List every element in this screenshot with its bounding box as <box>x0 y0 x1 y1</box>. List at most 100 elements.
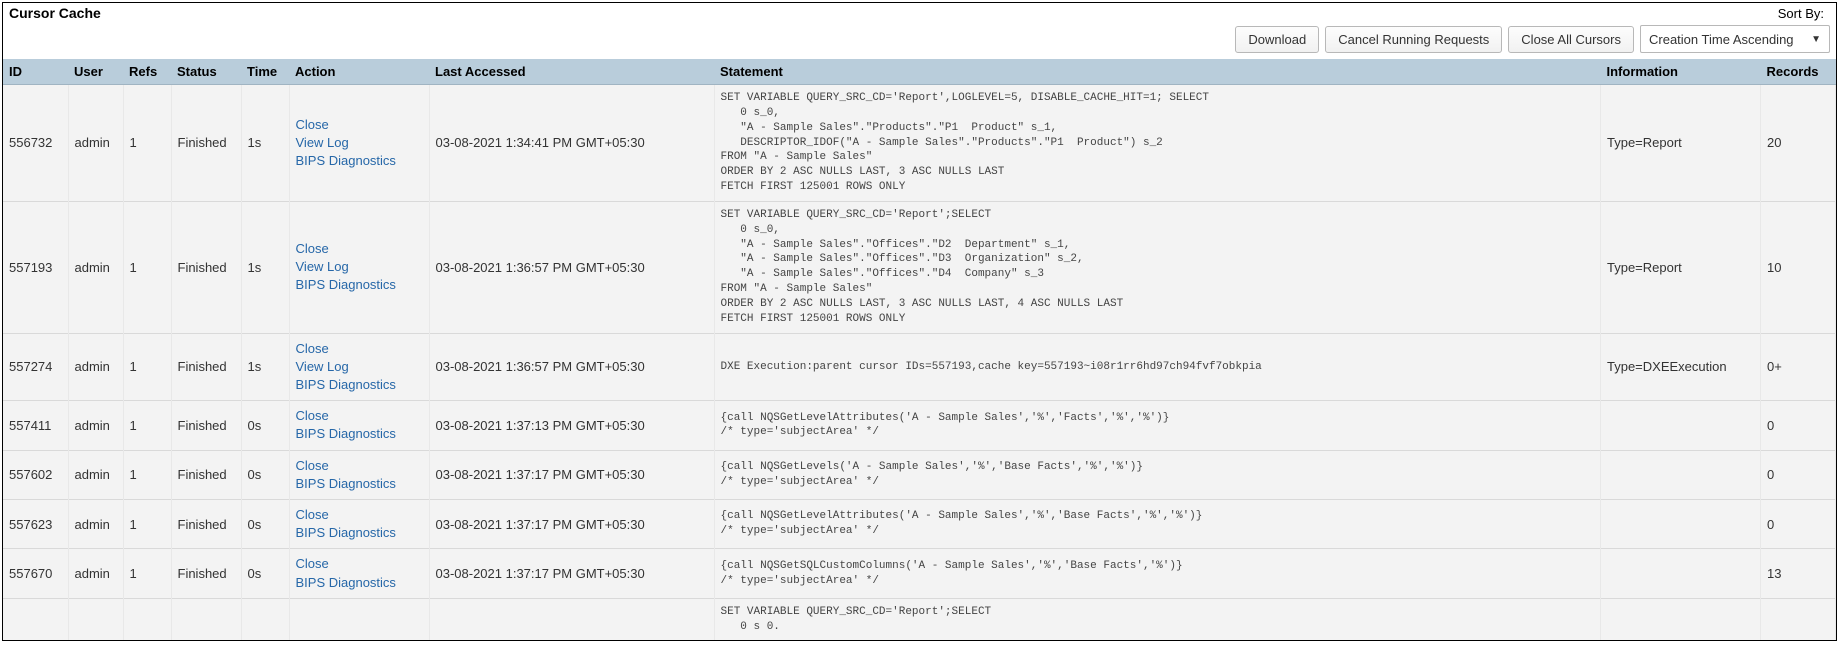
view_log-link[interactable]: View Log <box>296 134 423 152</box>
bips-link[interactable]: BIPS Diagnostics <box>296 152 423 170</box>
cell-status <box>171 598 241 640</box>
cell-last-accessed: 03-08-2021 1:34:41 PM GMT+05:30 <box>429 85 714 202</box>
table-header-row: ID User Refs Status Time Action Last Acc… <box>3 59 1836 85</box>
cell-action: CloseBIPS Diagnostics <box>289 499 429 548</box>
cell-status: Finished <box>171 450 241 499</box>
cell-information: Type=Report <box>1601 201 1761 333</box>
cell-time <box>241 598 289 640</box>
cell-information: Type=Report <box>1601 85 1761 202</box>
statement-text: {call NQSGetLevelAttributes('A - Sample … <box>721 411 1595 441</box>
cell-user: admin <box>68 333 123 401</box>
cell-statement: {call NQSGetLevels('A - Sample Sales','%… <box>714 450 1601 499</box>
col-time: Time <box>241 59 289 85</box>
cell-user: admin <box>68 549 123 598</box>
chevron-down-icon: ▼ <box>1811 34 1821 45</box>
bips-link[interactable]: BIPS Diagnostics <box>296 376 423 394</box>
cell-time: 0s <box>241 499 289 548</box>
close-link[interactable]: Close <box>296 407 423 425</box>
bips-link[interactable]: BIPS Diagnostics <box>296 425 423 443</box>
cell-id: 557193 <box>3 201 68 333</box>
cell-records: 0+ <box>1761 333 1836 401</box>
cursor-table: ID User Refs Status Time Action Last Acc… <box>3 59 1836 640</box>
cell-information <box>1601 401 1761 450</box>
close-link[interactable]: Close <box>296 457 423 475</box>
cell-status: Finished <box>171 499 241 548</box>
cancel-running-requests-button[interactable]: Cancel Running Requests <box>1325 26 1502 53</box>
cell-refs <box>123 598 171 640</box>
header-bar: Cursor Cache Sort By: <box>3 3 1836 21</box>
cell-information <box>1601 598 1761 640</box>
cell-last-accessed: 03-08-2021 1:37:17 PM GMT+05:30 <box>429 450 714 499</box>
bips-link[interactable]: BIPS Diagnostics <box>296 276 423 294</box>
cell-refs: 1 <box>123 201 171 333</box>
cell-id: 556732 <box>3 85 68 202</box>
sort-by-label: Sort By: <box>1778 6 1830 21</box>
cell-statement: {call NQSGetLevelAttributes('A - Sample … <box>714 401 1601 450</box>
table-row: SET VARIABLE QUERY_SRC_CD='Report';SELEC… <box>3 598 1836 640</box>
cell-last-accessed: 03-08-2021 1:36:57 PM GMT+05:30 <box>429 333 714 401</box>
view_log-link[interactable]: View Log <box>296 258 423 276</box>
cell-refs: 1 <box>123 549 171 598</box>
col-refs: Refs <box>123 59 171 85</box>
cursor-cache-panel: Cursor Cache Sort By: Download Cancel Ru… <box>2 2 1837 641</box>
statement-text: DXE Execution:parent cursor IDs=557193,c… <box>721 360 1595 375</box>
statement-text: SET VARIABLE QUERY_SRC_CD='Report',LOGLE… <box>721 91 1595 195</box>
sort-by-select[interactable]: Creation Time Ascending ▼ <box>1640 25 1830 53</box>
col-information: Information <box>1601 59 1761 85</box>
cell-user: admin <box>68 401 123 450</box>
bips-link[interactable]: BIPS Diagnostics <box>296 524 423 542</box>
cell-information <box>1601 549 1761 598</box>
close-all-cursors-button[interactable]: Close All Cursors <box>1508 26 1634 53</box>
cell-last-accessed: 03-08-2021 1:37:17 PM GMT+05:30 <box>429 499 714 548</box>
table-row: 557411admin1Finished0s CloseBIPS Diagnost… <box>3 401 1836 450</box>
cell-action: CloseView LogBIPS Diagnostics <box>289 201 429 333</box>
close-link[interactable]: Close <box>296 116 423 134</box>
cell-status: Finished <box>171 401 241 450</box>
table-row: 556732admin1Finished1sCloseView LogBIPS … <box>3 85 1836 202</box>
cell-id: 557623 <box>3 499 68 548</box>
col-status: Status <box>171 59 241 85</box>
cell-id: 557274 <box>3 333 68 401</box>
statement-text: {call NQSGetLevels('A - Sample Sales','%… <box>721 460 1595 490</box>
cell-action: CloseBIPS Diagnostics <box>289 549 429 598</box>
cell-statement: DXE Execution:parent cursor IDs=557193,c… <box>714 333 1601 401</box>
cell-status: Finished <box>171 201 241 333</box>
cell-information <box>1601 450 1761 499</box>
cell-user: admin <box>68 450 123 499</box>
cell-id: 557670 <box>3 549 68 598</box>
cell-statement: SET VARIABLE QUERY_SRC_CD='Report',LOGLE… <box>714 85 1601 202</box>
cell-user: admin <box>68 499 123 548</box>
toolbar: Download Cancel Running Requests Close A… <box>3 21 1836 59</box>
close-link[interactable]: Close <box>296 555 423 573</box>
cell-statement: {call NQSGetLevelAttributes('A - Sample … <box>714 499 1601 548</box>
cell-records: 20 <box>1761 85 1836 202</box>
col-id: ID <box>3 59 68 85</box>
table-row: 557193admin1Finished1sCloseView LogBIPS … <box>3 201 1836 333</box>
cell-action <box>289 598 429 640</box>
cell-statement: {call NQSGetSQLCustomColumns('A - Sample… <box>714 549 1601 598</box>
cell-records: 13 <box>1761 549 1836 598</box>
col-user: User <box>68 59 123 85</box>
download-button[interactable]: Download <box>1235 26 1319 53</box>
cell-id: 557411 <box>3 401 68 450</box>
bips-link[interactable]: BIPS Diagnostics <box>296 574 423 592</box>
bips-link[interactable]: BIPS Diagnostics <box>296 475 423 493</box>
cell-refs: 1 <box>123 499 171 548</box>
cell-id <box>3 598 68 640</box>
cell-time: 0s <box>241 401 289 450</box>
close-link[interactable]: Close <box>296 506 423 524</box>
close-link[interactable]: Close <box>296 240 423 258</box>
cell-refs: 1 <box>123 333 171 401</box>
col-action: Action <box>289 59 429 85</box>
cell-time: 1s <box>241 85 289 202</box>
col-records: Records <box>1761 59 1836 85</box>
close-link[interactable]: Close <box>296 340 423 358</box>
cell-last-accessed: 03-08-2021 1:37:13 PM GMT+05:30 <box>429 401 714 450</box>
cell-records: 0 <box>1761 450 1836 499</box>
cell-refs: 1 <box>123 401 171 450</box>
view_log-link[interactable]: View Log <box>296 358 423 376</box>
cell-user <box>68 598 123 640</box>
cell-information <box>1601 499 1761 548</box>
cell-records: 0 <box>1761 499 1836 548</box>
cell-action: CloseView LogBIPS Diagnostics <box>289 85 429 202</box>
